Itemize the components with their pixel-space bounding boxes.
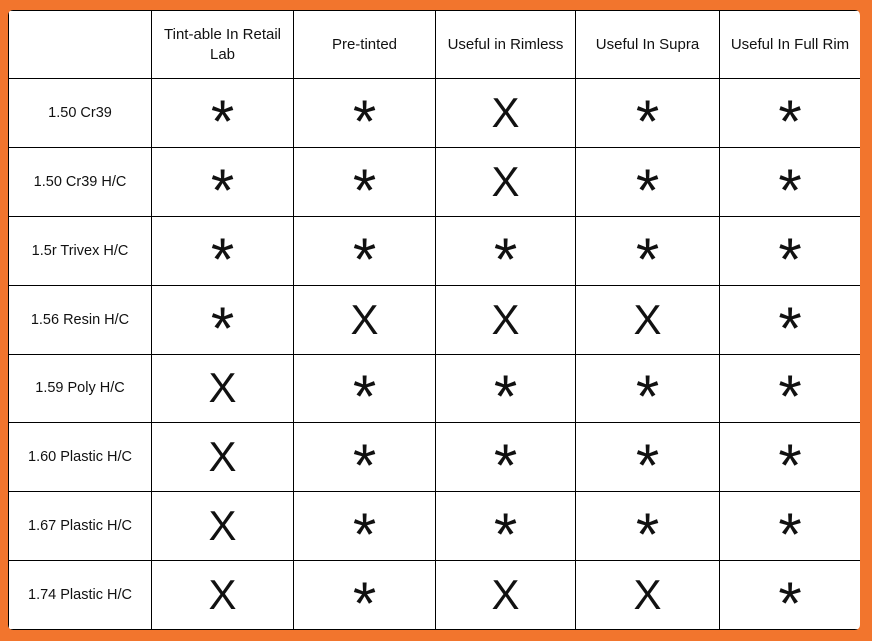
table-row: 1.67 Plastic H/C X * * * * (8, 491, 860, 562)
cell-symbol: * (352, 87, 377, 148)
cell-symbol: * (493, 432, 518, 492)
cell-symbol: * (210, 294, 235, 354)
cell-symbol: * (778, 294, 802, 354)
cell-symbol: * (493, 363, 518, 423)
cell-symbol: X (491, 571, 520, 619)
table-row: 1.60 Plastic H/C X * * * * (8, 422, 860, 493)
cell-symbol: * (352, 570, 377, 630)
cell-symbol: * (493, 501, 518, 561)
table-row: 1.59 Poly H/C X * * * * (8, 353, 860, 424)
corner-cell (8, 10, 152, 79)
cell-symbol: X (491, 295, 520, 343)
cell-symbol: X (633, 571, 662, 619)
cell-symbol: * (635, 225, 660, 286)
cell-symbol: * (778, 156, 802, 217)
row-label: 1.5r Trivex H/C (8, 215, 152, 286)
table-row: 1.50 Cr39 * * X * * (8, 78, 860, 148)
table-row: 1.56 Resin H/C * X X X * (8, 284, 860, 355)
cell-symbol: * (352, 156, 377, 217)
cell-symbol: * (352, 432, 377, 492)
cell-symbol: * (778, 570, 802, 630)
cell-symbol: X (350, 295, 379, 343)
cell-symbol: * (635, 87, 660, 148)
cell-symbol: * (635, 432, 660, 492)
cell-symbol: X (208, 364, 237, 412)
column-header-tintable: Tint-able In Retail Lab (151, 10, 294, 79)
table-row: 1.74 Plastic H/C X * X X * (8, 560, 860, 630)
cell-symbol: * (778, 501, 802, 561)
column-header-rimless: Useful in Rimless (435, 10, 576, 79)
table-row: 1.5r Trivex H/C * * * * * (8, 215, 860, 286)
row-label: 1.56 Resin H/C (8, 284, 152, 355)
cell-symbol: * (210, 156, 235, 217)
cell-symbol: * (352, 501, 377, 561)
cell-symbol: * (493, 225, 518, 286)
table-row: 1.50 Cr39 H/C * * X * * (8, 146, 860, 217)
cell-symbol: * (635, 501, 660, 561)
cell-symbol: * (778, 363, 802, 423)
column-header-pretinted: Pre-tinted (293, 10, 436, 79)
row-label: 1.60 Plastic H/C (8, 422, 152, 493)
column-header-supra: Useful In Supra (575, 10, 720, 79)
cell-symbol: X (208, 571, 237, 619)
cell-symbol: X (491, 88, 520, 136)
row-label: 1.74 Plastic H/C (8, 560, 152, 630)
row-label: 1.50 Cr39 H/C (8, 146, 152, 217)
cell-symbol: * (352, 363, 377, 423)
compatibility-table: Tint-able In Retail Lab Pre-tinted Usefu… (8, 10, 860, 630)
row-label: 1.50 Cr39 (8, 78, 152, 148)
header-row: Tint-able In Retail Lab Pre-tinted Usefu… (8, 10, 860, 79)
cell-symbol: * (778, 87, 802, 148)
cell-symbol: X (633, 295, 662, 343)
row-label: 1.59 Poly H/C (8, 353, 152, 424)
cell-symbol: * (635, 363, 660, 423)
cell-symbol: * (352, 225, 377, 286)
row-label: 1.67 Plastic H/C (8, 491, 152, 562)
cell-symbol: X (491, 157, 520, 205)
table-frame: Tint-able In Retail Lab Pre-tinted Usefu… (8, 10, 860, 630)
cell-symbol: * (778, 432, 802, 492)
cell-symbol: * (778, 225, 802, 286)
cell-symbol: X (208, 433, 237, 481)
cell-symbol: * (210, 225, 235, 286)
cell-symbol: * (210, 87, 235, 148)
cell-symbol: * (635, 156, 660, 217)
column-header-fullrim: Useful In Full Rim (719, 10, 860, 79)
cell-symbol: X (208, 502, 237, 550)
